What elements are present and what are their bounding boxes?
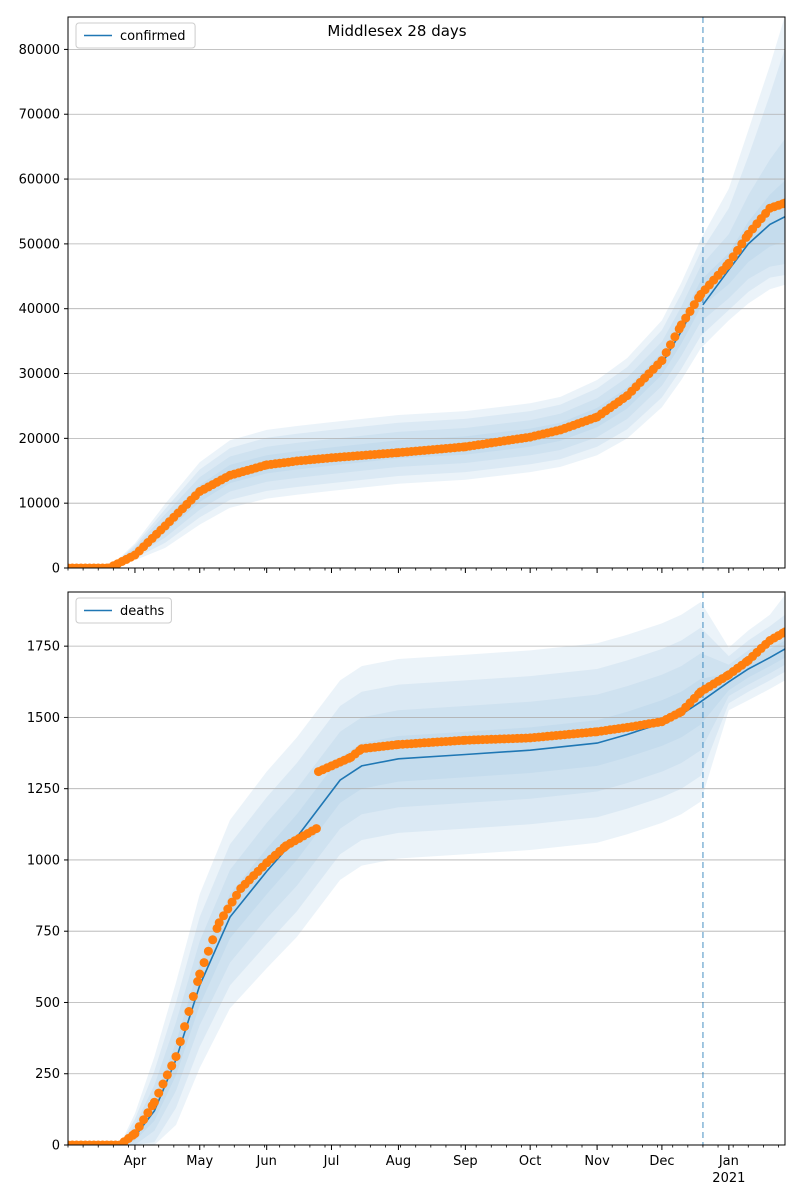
data-point <box>143 1108 153 1118</box>
y-tick-label: 250 <box>35 1067 60 1082</box>
y-tick-label: 30000 <box>19 367 60 382</box>
data-point <box>154 1088 164 1098</box>
y-tick-label: 60000 <box>19 173 60 188</box>
data-point <box>195 969 205 979</box>
series-group <box>68 198 785 568</box>
x-tick-label: Aug <box>386 1154 411 1169</box>
legend: confirmed <box>75 22 196 49</box>
data-point <box>780 198 785 208</box>
x-tick-sublabel: 2021 <box>712 1171 745 1186</box>
legend-label: deaths <box>120 604 165 619</box>
data-point <box>158 1079 168 1089</box>
data-point <box>661 348 671 358</box>
data-point <box>223 904 233 914</box>
y-tick-label: 0 <box>52 1139 60 1154</box>
uncertainty-band-2 <box>68 138 785 568</box>
data-point <box>188 992 198 1001</box>
series-confirmed-observed <box>68 198 785 568</box>
y-tick-label: 80000 <box>19 43 60 58</box>
series-line-confirmed-forecast <box>702 215 785 306</box>
legend-label: confirmed <box>120 29 186 44</box>
deaths-panel: 0 250 500 750 1000 1250 1500 1750 Apr May Jun Jul Au… <box>27 591 786 1186</box>
x-tick-label: Sep <box>453 1154 478 1169</box>
y-tick-label: 40000 <box>19 302 60 317</box>
axes-frame <box>67 16 786 569</box>
legend-box <box>75 22 196 49</box>
data-point <box>780 627 785 637</box>
x-tick-label: Apr <box>124 1154 147 1169</box>
data-point <box>657 356 667 366</box>
data-point <box>724 258 734 268</box>
data-point <box>219 911 228 921</box>
data-point <box>689 300 699 310</box>
data-point <box>232 890 241 900</box>
data-point <box>728 252 738 262</box>
axes-frame <box>67 591 786 1146</box>
data-point <box>175 1037 185 1047</box>
data-point <box>171 1052 181 1062</box>
legend-box <box>75 597 172 624</box>
y-tick-label: 20000 <box>19 432 60 447</box>
y-tick-label: 750 <box>35 925 60 940</box>
data-point <box>733 245 742 255</box>
data-point <box>737 239 747 249</box>
data-point <box>199 958 209 968</box>
y-tick-label: 1500 <box>27 711 60 726</box>
y-tick-label: 1750 <box>27 640 60 655</box>
y-tick-label: 1250 <box>27 782 60 797</box>
data-point <box>685 306 695 316</box>
x-tick-label: Dec <box>649 1154 674 1169</box>
data-point <box>311 824 321 834</box>
data-point <box>193 977 203 986</box>
data-point <box>167 1061 177 1071</box>
y-tick-label: 1000 <box>27 853 60 868</box>
uncertainty-band-4 <box>68 17 785 568</box>
y-tick-label: 50000 <box>19 237 60 252</box>
data-point <box>162 1070 172 1080</box>
confirmed-panel: 0 10000 20000 30000 40000 50000 60000 70000 8000… <box>19 16 786 577</box>
data-point <box>227 897 237 907</box>
data-point <box>184 1007 194 1016</box>
y-tick-label: 500 <box>35 996 60 1011</box>
x-tick-label: Jul <box>323 1154 340 1169</box>
data-point <box>203 946 213 956</box>
series-deaths-observed <box>68 627 785 1145</box>
uncertainty-band-2 <box>68 627 785 1145</box>
data-point <box>681 313 691 323</box>
x-tick-label: Oct <box>519 1154 541 1169</box>
y-tick-label: 70000 <box>19 108 60 123</box>
data-point <box>676 320 686 330</box>
data-point <box>180 1022 190 1032</box>
data-point <box>214 918 224 928</box>
data-point <box>139 1115 149 1125</box>
data-point <box>130 1129 140 1139</box>
data-point <box>134 1122 144 1132</box>
figure-title: Middlesex 28 days <box>327 22 466 40</box>
uncertainty-band-3 <box>68 614 785 1145</box>
data-point <box>666 340 675 350</box>
data-point <box>208 935 218 945</box>
x-tick-label: Jan <box>718 1154 739 1169</box>
legend: deaths <box>75 597 172 624</box>
series-group <box>68 627 785 1145</box>
data-point <box>149 1097 159 1107</box>
x-tick-label: May <box>186 1154 213 1169</box>
data-point <box>670 332 680 342</box>
x-tick-label: Jun <box>256 1154 277 1169</box>
y-tick-label: 0 <box>52 562 60 577</box>
y-tick-label: 10000 <box>19 497 60 512</box>
x-tick-label: Nov <box>584 1154 610 1169</box>
